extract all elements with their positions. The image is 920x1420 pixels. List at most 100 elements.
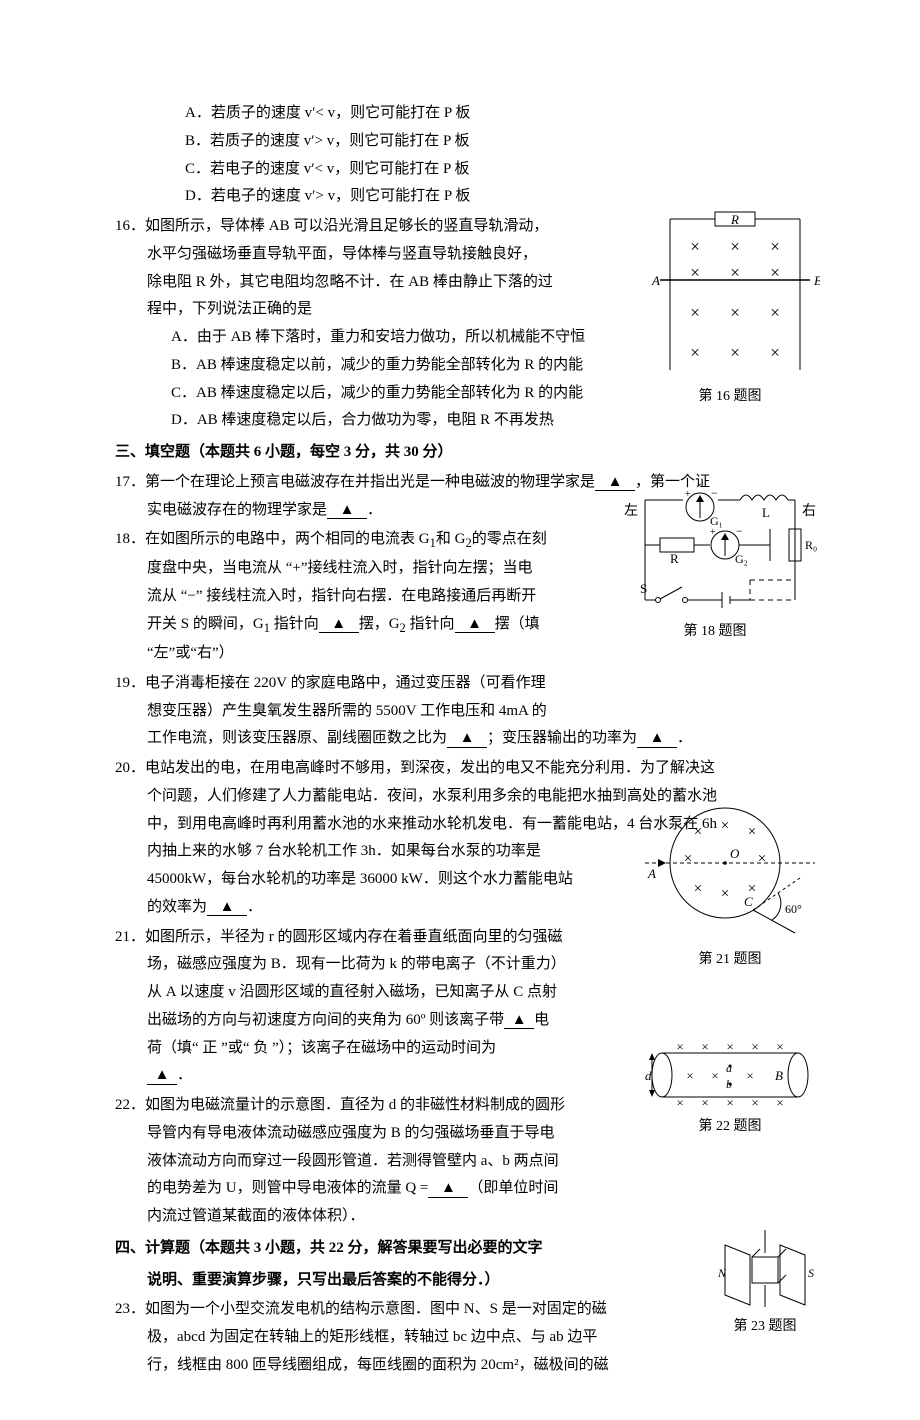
- fig23-svg: N S: [710, 1225, 820, 1310]
- q19-l3c: ．: [677, 730, 692, 746]
- svg-text:×: ×: [701, 1040, 708, 1054]
- q20-b1: ▲: [207, 899, 247, 917]
- svg-text:×: ×: [684, 851, 692, 867]
- q16-s1: 如图所示，导体棒 AB 可以沿光滑且足够长的竖直导轨滑动，: [145, 218, 548, 234]
- q21-b1: ▲: [504, 1012, 534, 1030]
- q18-num: 18．: [115, 531, 145, 547]
- fig18-caption: 第 18 题图: [610, 619, 820, 645]
- q23-l1: 如图为一个小型交流发电机的结构示意图．图中 N、S 是一对固定的磁: [145, 1301, 607, 1317]
- svg-text:G₂: G₂: [735, 552, 748, 566]
- q19-b2: ▲: [637, 730, 677, 748]
- svg-text:a: a: [726, 1061, 732, 1075]
- svg-text:×: ×: [694, 881, 702, 897]
- svg-text:R: R: [670, 551, 679, 566]
- fig16-caption: 第 16 题图: [640, 384, 820, 410]
- q23-num: 23．: [115, 1301, 145, 1317]
- svg-text:×: ×: [776, 1040, 783, 1054]
- q21-l2: 场，磁感应强度为 B．现有一比荷为 k 的带电离子（不计重力）: [147, 951, 630, 979]
- svg-text:×: ×: [776, 1095, 783, 1110]
- svg-text:G₁: G₁: [710, 514, 723, 528]
- svg-text:×: ×: [676, 1040, 683, 1054]
- svg-text:×: ×: [751, 1040, 758, 1054]
- q21-num: 21．: [115, 929, 145, 945]
- q15-opt-b: B．若质子的速度 v′> v，则它可能打在 P 板: [185, 128, 820, 156]
- svg-text:×: ×: [746, 1068, 753, 1083]
- q15-opt-d: D．若电子的速度 v′> v，则它可能打在 P 板: [185, 183, 820, 211]
- q18-b1: ▲: [319, 616, 359, 634]
- q18-l1b: 和 G: [436, 531, 466, 547]
- q21-l1: 如图所示，半径为 r 的圆形区域内存在着垂直纸面向里的匀强磁: [145, 929, 563, 945]
- fig16-R: R: [730, 212, 739, 227]
- svg-text:+: +: [685, 489, 691, 500]
- q22-b1: ▲: [428, 1180, 468, 1198]
- fig-21: A O C 60° ××× ×× ××× 第 21 题图: [640, 798, 820, 973]
- fig16-A: A: [651, 273, 660, 288]
- svg-text:左: 左: [624, 503, 638, 519]
- q18-l4b: 指针向: [274, 616, 319, 632]
- q18-l5: “左”或“右”）: [147, 640, 630, 668]
- svg-text:×: ×: [690, 303, 700, 322]
- svg-text:×: ×: [711, 1068, 718, 1083]
- q22-l3: 液体流动方向而穿过一段圆形管道．若测得管壁内 a、b 两点间: [147, 1148, 630, 1176]
- q22-l4a: 的电势差为 U，则管中导电液体的流量 Q =: [147, 1180, 428, 1196]
- svg-text:×: ×: [751, 1095, 758, 1110]
- fig23-caption: 第 23 题图: [710, 1314, 820, 1340]
- q15-opt-a: A．若质子的速度 v′< v，则它可能打在 P 板: [185, 100, 820, 128]
- q19-l2: 想变压器）产生臭氧发生器所需的 5500V 工作电压和 4mA 的: [147, 698, 820, 726]
- q18-l2: 度盘中央，当电流从 “+”接线柱流入时，指针向左摆；当电: [147, 555, 630, 583]
- svg-text:O: O: [730, 846, 740, 861]
- svg-text:−: −: [711, 486, 718, 500]
- q22-l5: 内流过管道某截面的液体体积）．: [147, 1203, 630, 1231]
- svg-text:L: L: [762, 505, 770, 520]
- svg-text:×: ×: [721, 886, 729, 902]
- q18-l4a: 开关 S 的瞬间，G: [147, 616, 264, 632]
- q17-num: 17．: [115, 474, 145, 490]
- svg-text:×: ×: [690, 237, 700, 256]
- q21-l6: ．: [177, 1067, 192, 1083]
- q22-l4b: （即单位时间: [468, 1180, 558, 1196]
- svg-text:N: N: [717, 1266, 727, 1280]
- svg-text:×: ×: [726, 1040, 733, 1054]
- svg-text:×: ×: [730, 263, 740, 282]
- svg-text:+: +: [710, 527, 716, 538]
- svg-text:×: ×: [730, 343, 740, 362]
- q21-l4a: 出磁场的方向与初速度方向间的夹角为 60º 则该离子带: [147, 1012, 504, 1028]
- svg-text:×: ×: [690, 263, 700, 282]
- fig-16: R A B ××× ××× ××× ××× 第 16 题图: [640, 210, 820, 410]
- svg-text:d: d: [645, 1068, 652, 1083]
- fig-22: d a b B ××××× ××× ××××× 第 22 题图: [640, 1040, 820, 1140]
- svg-text:×: ×: [770, 263, 780, 282]
- svg-text:×: ×: [770, 303, 780, 322]
- svg-text:×: ×: [686, 1068, 693, 1083]
- q16-a: A．由于 AB 棒下落时，重力和安培力做功，所以机械能不守恒: [171, 324, 630, 352]
- svg-text:R₀: R₀: [805, 538, 817, 552]
- q16-s3: 除电阻 R 外，其它电阻均忽略不计．在 AB 棒由静止下落的过: [147, 269, 630, 297]
- q16-d: D．AB 棒速度稳定以后，合力做功为零，电阻 R 不再发热: [171, 407, 630, 435]
- svg-text:−: −: [736, 524, 743, 538]
- svg-text:×: ×: [726, 1095, 733, 1110]
- q17-p4: ．: [367, 502, 382, 518]
- svg-text:S: S: [640, 581, 647, 596]
- q16-num: 16．: [115, 218, 145, 234]
- svg-text:×: ×: [730, 303, 740, 322]
- q19-b1: ▲: [447, 730, 487, 748]
- fig18-svg: 左 右 + − G₁ L R +: [610, 485, 820, 615]
- svg-text:右: 右: [802, 503, 816, 519]
- svg-text:S: S: [808, 1266, 814, 1280]
- svg-text:60°: 60°: [785, 902, 802, 916]
- q21-l5: 荷（填“ 正 ”或“ 负 ”）；该离子在磁场中的运动时间为: [147, 1035, 630, 1063]
- fig-23: N S 第 23 题图: [710, 1225, 820, 1340]
- fig21-caption: 第 21 题图: [640, 947, 820, 973]
- q18-l3: 流从 “−” 接线柱流入时，指针向右摆．在电路接通后再断开: [147, 583, 630, 611]
- svg-text:×: ×: [748, 824, 756, 840]
- q19-l1: 电子消毒柜接在 220V 的家庭电路中，通过变压器（可看作理: [145, 675, 546, 691]
- fig-18: 左 右 + − G₁ L R +: [610, 485, 820, 645]
- q22-l1: 如图为电磁流量计的示意图．直径为 d 的非磁性材料制成的圆形: [145, 1097, 565, 1113]
- q18-l1c: 的零点在刻: [472, 531, 547, 547]
- q20-l6a: 的效率为: [147, 899, 207, 915]
- fig16-B: B: [814, 273, 820, 288]
- fig22-svg: d a b B ××××× ××× ×××××: [640, 1040, 820, 1110]
- q18-l4e: 摆（填: [495, 616, 540, 632]
- q18-l4d: 指针向: [410, 616, 455, 632]
- svg-text:×: ×: [770, 237, 780, 256]
